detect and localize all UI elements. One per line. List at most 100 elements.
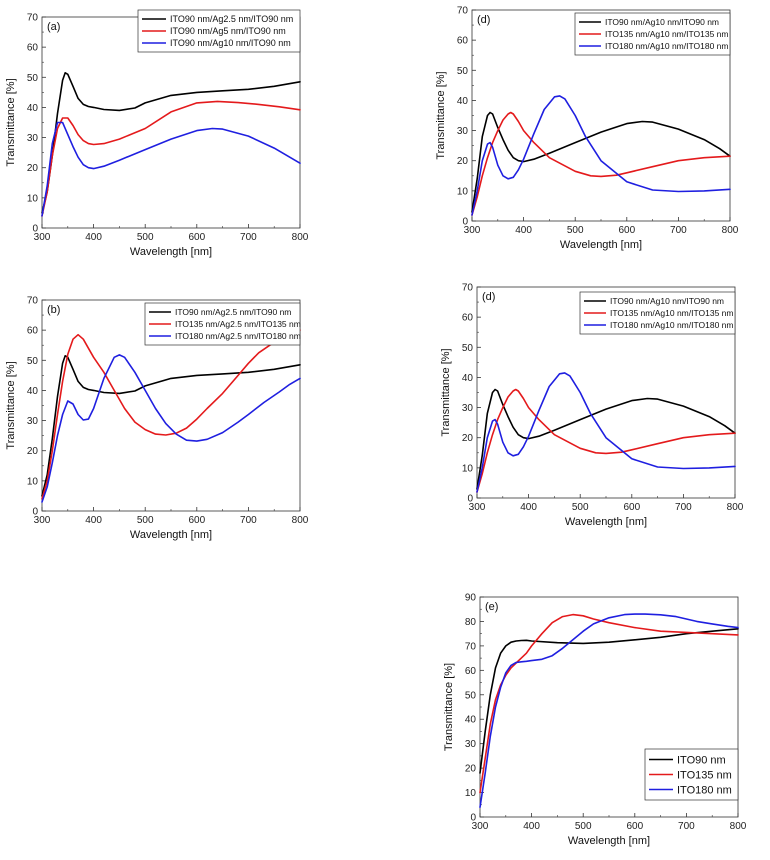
y-tick-label: 10 [27, 193, 39, 204]
legend-entry: ITO90 nm/Ag2.5 nm/ITO90 nm [175, 307, 291, 317]
x-tick-label: 800 [292, 232, 309, 243]
legend-entry: ITO90 nm/Ag10 nm/ITO90 nm [170, 38, 291, 48]
y-tick-label: 60 [457, 36, 469, 47]
y-tick-label: 30 [457, 126, 469, 137]
y-tick-label: 50 [465, 690, 477, 701]
series-line [479, 613, 739, 794]
chart-panel: 300 400 500 600 700 800 0 10 20 30 40 50 60 70 Wavelen… [435, 6, 739, 252]
x-axis-title: Wavelength [nm] [130, 246, 212, 258]
x-tick-label: 400 [520, 502, 537, 513]
y-tick-label: 60 [465, 666, 477, 677]
series-line [41, 354, 301, 497]
y-tick-label: 40 [27, 103, 39, 114]
series-line [41, 72, 301, 214]
panel-label: (e) [485, 601, 498, 613]
chart-panel: 300 400 500 600 700 800 0 10 20 30 40 50 60 70 80 90 Wav… [443, 593, 747, 848]
y-tick-label: 50 [462, 343, 474, 354]
y-tick-label: 0 [32, 224, 38, 235]
x-tick-label: 800 [727, 502, 744, 513]
chart-panel: 300 400 500 600 700 800 0 10 20 30 40 50 60 70 Wavelen… [5, 9, 309, 258]
legend-entry: ITO90 nm/Ag5 nm/ITO90 nm [170, 26, 286, 36]
x-tick-label: 800 [292, 515, 309, 526]
x-tick-label: 600 [188, 515, 205, 526]
x-tick-label: 800 [730, 821, 747, 832]
y-tick-label: 70 [462, 283, 474, 294]
x-tick-label: 400 [85, 515, 102, 526]
y-tick-label: 40 [27, 386, 39, 397]
series-line [471, 95, 731, 216]
series-line [41, 329, 301, 500]
y-tick-label: 20 [462, 433, 474, 444]
chart-panel: 300 400 500 600 700 800 0 10 20 30 40 50 60 70 Wavelen… [5, 296, 309, 542]
y-tick-label: 50 [27, 73, 39, 84]
y-tick-label: 30 [465, 739, 477, 750]
legend-entry: ITO90 nm [677, 754, 726, 766]
x-tick-label: 700 [240, 515, 257, 526]
y-tick-label: 20 [465, 764, 477, 775]
legend-entry: ITO90 nm/Ag10 nm/ITO90 nm [610, 296, 724, 306]
x-axis-title: Wavelength [nm] [568, 835, 650, 847]
y-axis-title: Transmittance [%] [440, 348, 452, 436]
series-line [476, 372, 736, 493]
y-tick-label: 70 [457, 6, 469, 17]
x-tick-label: 700 [678, 821, 695, 832]
series-line [479, 627, 739, 774]
series-line [479, 613, 739, 809]
x-axis-title: Wavelength [nm] [560, 239, 642, 251]
y-tick-label: 60 [462, 313, 474, 324]
x-tick-label: 600 [623, 502, 640, 513]
y-tick-label: 60 [27, 326, 39, 337]
panel-label: (a) [47, 21, 60, 33]
y-tick-label: 10 [462, 463, 474, 474]
series-line [471, 111, 731, 216]
panel-label: (b) [47, 304, 60, 316]
series-line [41, 100, 301, 217]
series-line [471, 111, 731, 213]
panel-label: (d) [482, 291, 495, 303]
x-tick-label: 600 [626, 821, 643, 832]
y-tick-label: 30 [27, 416, 39, 427]
x-tick-label: 300 [472, 821, 489, 832]
legend-entry: ITO135 nm/Ag10 nm/ITO135 nm [610, 308, 733, 318]
y-axis-title: Transmittance [%] [435, 71, 447, 159]
y-tick-label: 10 [457, 186, 469, 197]
x-tick-label: 700 [675, 502, 692, 513]
y-tick-label: 20 [457, 156, 469, 167]
series-line [41, 354, 301, 503]
legend-entry: ITO180 nm/Ag2.5 nm/ITO180 nm [175, 331, 301, 341]
y-tick-label: 30 [27, 133, 39, 144]
y-tick-label: 50 [457, 66, 469, 77]
y-tick-label: 20 [27, 163, 39, 174]
y-tick-label: 80 [465, 617, 477, 628]
legend-entry: ITO135 nm [677, 769, 732, 781]
x-tick-label: 700 [240, 232, 257, 243]
x-tick-label: 600 [618, 225, 635, 236]
x-axis-title: Wavelength [nm] [130, 529, 212, 541]
x-tick-label: 400 [85, 232, 102, 243]
series-line [476, 388, 736, 490]
y-tick-label: 70 [465, 641, 477, 652]
legend-entry: ITO180 nm/Ag10 nm/ITO180 nm [610, 320, 733, 330]
y-tick-label: 90 [465, 593, 477, 604]
chart-panel: 300 400 500 600 700 800 0 10 20 30 40 50 60 70 Wavelen… [440, 283, 744, 529]
legend-entry: ITO135 nm/Ag2.5 nm/ITO135 nm [175, 319, 301, 329]
panel-label: (d) [477, 14, 490, 26]
y-tick-label: 60 [27, 43, 39, 54]
x-tick-label: 500 [575, 821, 592, 832]
y-axis-title: Transmittance [%] [5, 361, 17, 449]
series-line [476, 388, 736, 493]
y-tick-label: 10 [465, 788, 477, 799]
x-tick-label: 400 [515, 225, 532, 236]
x-tick-label: 500 [567, 225, 584, 236]
y-tick-label: 50 [27, 356, 39, 367]
x-tick-label: 400 [523, 821, 540, 832]
y-tick-label: 10 [27, 476, 39, 487]
y-tick-label: 70 [27, 296, 39, 307]
x-axis-title: Wavelength [nm] [565, 516, 647, 528]
legend-entry: ITO180 nm/Ag10 nm/ITO180 nm [605, 41, 728, 51]
x-tick-label: 800 [722, 225, 739, 236]
x-tick-label: 300 [34, 232, 51, 243]
y-tick-label: 20 [27, 446, 39, 457]
y-tick-label: 40 [462, 373, 474, 384]
